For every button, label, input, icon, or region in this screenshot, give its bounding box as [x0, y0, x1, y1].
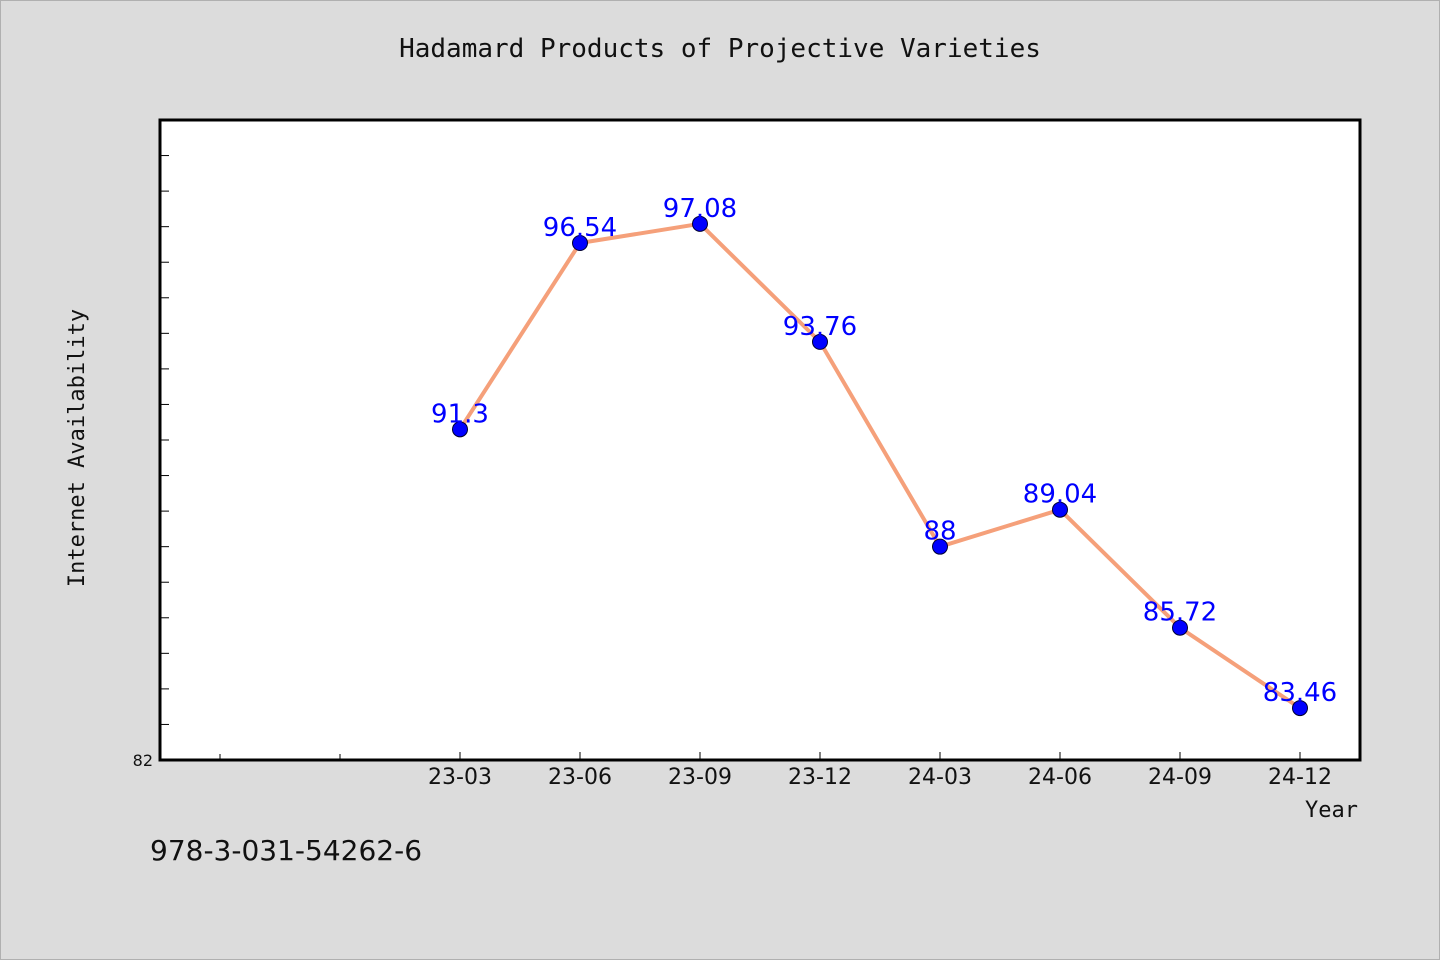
data-point: [812, 333, 828, 350]
data-point: [452, 421, 468, 438]
chart-title: Hadamard Products of Projective Varietie…: [399, 34, 1041, 64]
data-label: 85.72: [1143, 598, 1217, 628]
data-point: [932, 538, 948, 555]
series-line-group: [458, 221, 1302, 710]
y-axis-title: Internet Availability: [65, 309, 90, 587]
x-tick-label: 23-12: [788, 765, 852, 790]
data-label: 89.04: [1023, 480, 1097, 510]
y-axis-ticks: [160, 155, 169, 725]
x-tick-label: 24-09: [1148, 765, 1212, 790]
data-label: 93.76: [783, 312, 857, 342]
series-line: [458, 221, 1302, 710]
data-point: [1172, 619, 1188, 636]
data-label: 88: [923, 517, 956, 547]
data-points: [452, 215, 1308, 717]
data-point: [1292, 700, 1308, 717]
data-label: 97.08: [663, 194, 737, 224]
x-axis-ticks: 23-03 23-06 23-09 23-12 24-03 24-06 24-09 24-12: [219, 752, 1332, 790]
x-tick-label: 23-06: [548, 765, 612, 790]
isbn-text: 978-3-031-54262-6: [150, 834, 423, 867]
data-label: 91.3: [431, 399, 489, 429]
data-label: 83.46: [1263, 678, 1337, 708]
x-tick-label: 24-12: [1268, 765, 1332, 790]
x-tick-label: 23-09: [668, 765, 732, 790]
data-point: [1052, 501, 1068, 518]
data-labels: 91.3 96.54 97.08 93.76 88 89.04 85.72 83.46: [431, 194, 1337, 708]
x-tick-label: 24-03: [908, 765, 972, 790]
plot-area: [158, 118, 1362, 762]
x-tick-label: 24-06: [1028, 765, 1092, 790]
data-point: [692, 215, 708, 232]
x-tick-label: 23-03: [428, 765, 492, 790]
y-tick-label: 82: [133, 751, 153, 770]
data-label: 96.54: [543, 213, 617, 243]
x-axis-title: Year: [1305, 798, 1358, 823]
data-point: [572, 235, 588, 252]
